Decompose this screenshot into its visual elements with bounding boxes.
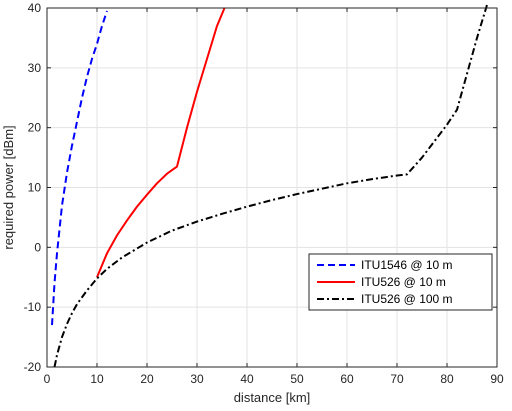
y-axis-label: required power [dBm]: [1, 125, 16, 249]
x-tick-label: 70: [390, 372, 404, 386]
x-tick-label: 80: [440, 372, 454, 386]
y-tick-label: 20: [28, 121, 42, 135]
x-axis-label: distance [km]: [234, 390, 311, 405]
legend: ITU1546 @ 10 m ITU526 @ 10 m ITU526 @ 10…: [308, 253, 493, 311]
x-tick-label: 40: [240, 372, 254, 386]
y-tick-label: -20: [24, 360, 42, 374]
legend-entry-itu1546-10m: ITU1546 @ 10 m: [361, 258, 453, 272]
x-tick-label: 0: [44, 372, 51, 386]
x-tick-label: 30: [190, 372, 204, 386]
y-tick-label: -10: [24, 300, 42, 314]
series-layer: [51, 4, 488, 368]
x-tick-label: 50: [290, 372, 304, 386]
x-tick-label: 20: [140, 372, 154, 386]
series-line-0: [51, 10, 108, 326]
y-tick-label: 10: [28, 181, 42, 195]
tick-layer: 0 10 20 30 40 50 60 70 80 90 -20 -10 0 10 20 30 40: [24, 1, 504, 386]
x-tick-label: 10: [90, 372, 104, 386]
x-tick-label: 90: [490, 372, 504, 386]
grid-lines: [47, 8, 497, 367]
series-line-1: [96, 7, 226, 278]
y-tick-label: 30: [28, 61, 42, 75]
y-tick-label: 0: [34, 240, 41, 254]
series-line-2: [53, 4, 488, 368]
legend-entry-itu526-100m: ITU526 @ 100 m: [361, 292, 453, 306]
legend-entry-itu526-10m: ITU526 @ 10 m: [361, 275, 446, 289]
y-tick-label: 40: [28, 1, 42, 15]
x-tick-label: 60: [340, 372, 354, 386]
